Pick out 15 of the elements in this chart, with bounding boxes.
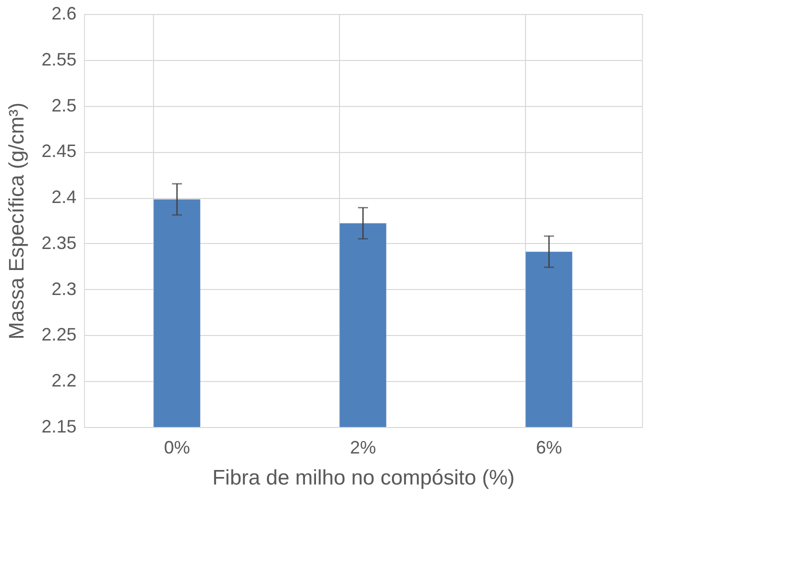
y-tick-label: 2.45 [41,141,76,162]
y-tick-label: 2.2 [51,370,76,391]
y-tick-label: 2.6 [51,4,76,24]
y-tick-label: 2.55 [41,49,76,70]
y-tick-label: 2.25 [41,324,76,345]
y-axis-title: Massa Específica (g/cm³) [5,102,28,340]
y-tick-label: 2.15 [41,416,76,436]
x-tick-label: 0% [164,438,190,458]
y-tick-label: 2.3 [51,278,76,299]
y-tick-label: 2.5 [51,95,76,116]
x-tick-label: 6% [536,438,562,458]
x-tick-label: 2% [350,438,376,458]
y-tick-label: 2.4 [51,187,76,208]
y-tick-label: 2.35 [41,232,76,253]
x-axis-title: Fibra de milho no compósito (%) [212,466,515,490]
